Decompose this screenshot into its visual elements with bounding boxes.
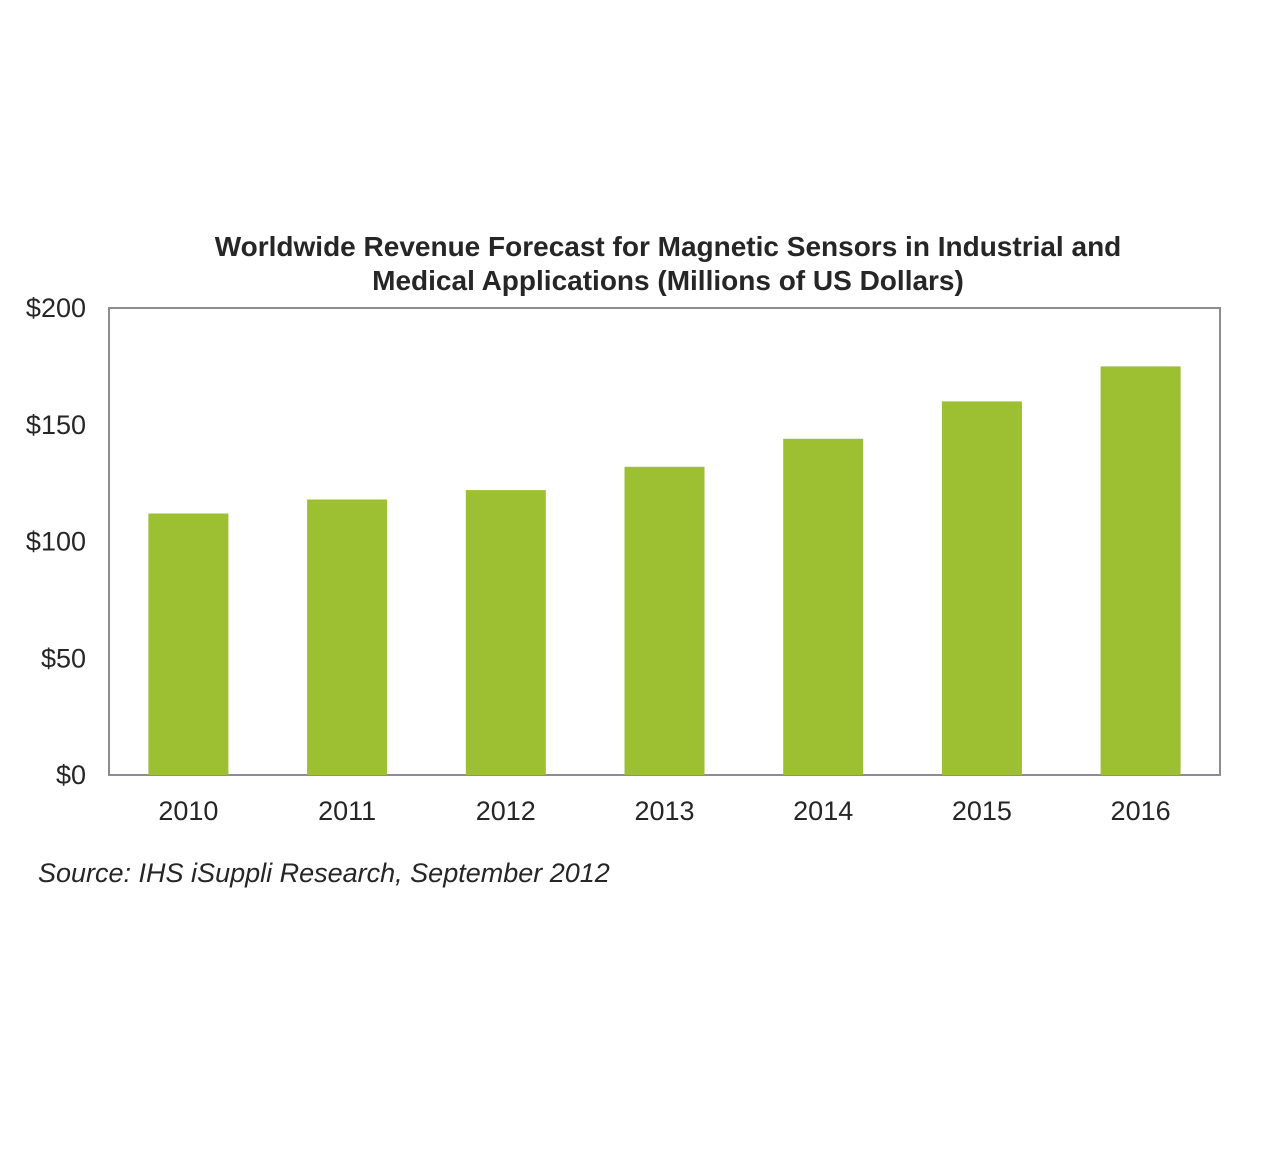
y-tick-label: $200 <box>26 293 86 323</box>
x-axis-ticks: 2010 2011 2012 2013 2014 2015 2016 <box>158 796 1170 826</box>
bars-group <box>148 366 1181 775</box>
chart-title-line-1: Worldwide Revenue Forecast for Magnetic … <box>215 231 1122 262</box>
bar-2014 <box>783 438 864 775</box>
bar-2016 <box>1100 366 1181 775</box>
x-tick-label: 2013 <box>634 796 694 826</box>
y-tick-label: $0 <box>56 760 86 790</box>
bar-2010 <box>148 513 229 775</box>
y-axis-ticks: $0 $50 $100 $150 $200 <box>26 293 86 790</box>
x-tick-label: 2015 <box>952 796 1012 826</box>
x-tick-label: 2016 <box>1111 796 1171 826</box>
y-tick-label: $100 <box>26 527 86 557</box>
y-tick-label: $150 <box>26 410 86 440</box>
x-tick-label: 2010 <box>158 796 218 826</box>
x-tick-label: 2012 <box>476 796 536 826</box>
x-tick-label: 2014 <box>793 796 853 826</box>
bar-2011 <box>307 499 388 775</box>
chart-source-note: Source: IHS iSuppli Research, September … <box>38 858 610 888</box>
bar-2015 <box>941 401 1022 775</box>
bar-2013 <box>624 466 705 775</box>
chart-title-line-2: Medical Applications (Millions of US Dol… <box>372 265 964 296</box>
y-tick-label: $50 <box>41 643 86 673</box>
x-tick-label: 2011 <box>318 796 376 826</box>
bar-2012 <box>465 490 546 775</box>
